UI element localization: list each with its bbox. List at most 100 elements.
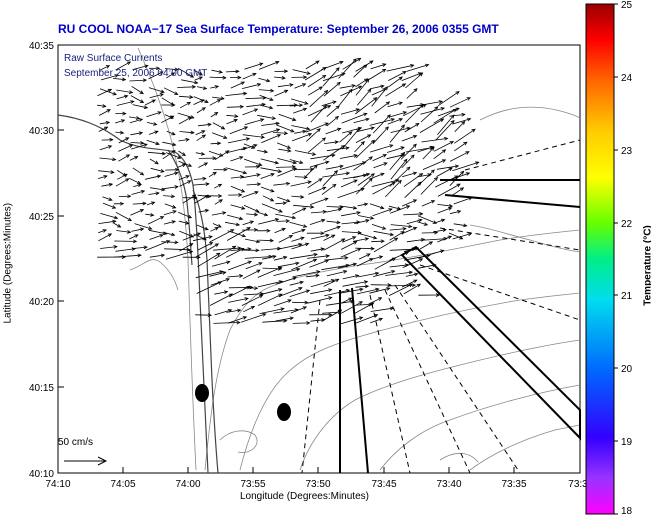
current-vector: [178, 139, 189, 142]
current-vector-head: [427, 173, 432, 177]
current-vector-head: [304, 101, 309, 105]
current-vector: [339, 85, 356, 89]
current-vector: [230, 176, 244, 179]
current-vector: [358, 215, 374, 219]
current-vector: [310, 104, 327, 123]
current-vector: [129, 118, 143, 124]
current-vector-head: [139, 99, 145, 103]
current-vector-head: [304, 242, 310, 247]
colorbar-tick-label: 21: [621, 291, 633, 302]
current-vector: [452, 118, 471, 125]
current-vector-head: [143, 143, 148, 147]
current-vector-head: [155, 66, 161, 71]
current-vector: [325, 128, 341, 135]
current-vector-head: [328, 296, 333, 300]
current-vector: [210, 85, 219, 89]
current-vector: [179, 243, 193, 252]
current-vector-head: [353, 154, 358, 158]
current-vector: [358, 253, 371, 260]
colorbar: [585, 3, 615, 515]
current-vector-head: [154, 130, 159, 135]
current-vector: [210, 112, 218, 118]
current-vector-head: [237, 75, 242, 80]
current-vector-head: [448, 167, 453, 172]
current-vector-head: [337, 127, 342, 132]
current-vector-head: [288, 235, 294, 239]
current-vector-head: [209, 242, 214, 246]
x-tick-label: 74:00: [175, 479, 200, 490]
current-vector-head: [355, 108, 361, 112]
current-vector: [163, 186, 178, 190]
current-vector: [323, 145, 345, 161]
current-vector: [116, 95, 128, 100]
current-vector: [244, 118, 264, 125]
current-vector: [306, 128, 321, 142]
current-vector: [275, 317, 294, 322]
current-vector: [342, 236, 356, 243]
current-vector: [113, 222, 121, 228]
current-vector: [179, 131, 194, 134]
current-vector-head: [244, 297, 249, 301]
current-vector: [289, 104, 303, 107]
current-vector: [277, 168, 297, 177]
current-vector-head: [218, 194, 223, 198]
current-vector: [355, 78, 368, 88]
current-vector: [128, 116, 140, 119]
current-vector-head: [459, 235, 464, 240]
current-vector-head: [316, 128, 321, 133]
current-vector-head: [291, 215, 297, 220]
current-vector-head: [217, 183, 223, 188]
current-vector: [289, 281, 304, 286]
current-vector-head: [296, 267, 301, 272]
current-vector-head: [280, 307, 285, 312]
current-vector: [243, 293, 264, 296]
current-vector-head: [289, 316, 295, 321]
colorbar-tick-label: 22: [621, 219, 633, 230]
current-vector: [385, 83, 406, 97]
current-vector-head: [442, 228, 447, 233]
current-vector-head: [324, 197, 329, 202]
current-vector-head: [356, 211, 361, 215]
current-vector: [116, 100, 134, 106]
current-vector-head: [391, 257, 397, 262]
current-vector-head: [352, 236, 357, 240]
current-vector: [259, 308, 284, 314]
current-vector-head: [243, 91, 248, 96]
current-vector: [437, 114, 455, 135]
current-vector: [388, 205, 401, 210]
current-vector: [115, 248, 136, 252]
current-vector: [403, 213, 423, 216]
current-vector: [401, 199, 417, 207]
current-vector-head: [207, 313, 213, 318]
current-vector: [293, 108, 307, 114]
current-vector: [309, 219, 325, 225]
current-vector-head: [160, 89, 165, 94]
current-vector: [405, 72, 423, 89]
current-vector: [278, 148, 291, 152]
current-vector-head: [201, 107, 206, 111]
current-vector-head: [159, 71, 164, 75]
current-vector: [149, 254, 165, 258]
current-vector-head: [365, 219, 370, 223]
current-vector: [322, 172, 350, 178]
y-axis-label: Latitude (Degrees:Minutes): [2, 202, 14, 324]
current-vector: [245, 97, 266, 100]
current-vector-head: [345, 146, 350, 150]
current-vector: [212, 223, 222, 228]
current-vector-head: [418, 218, 423, 223]
x-tick-label: 74:05: [110, 479, 135, 490]
current-vector: [321, 101, 337, 107]
current-vector-head: [419, 103, 424, 108]
current-vector: [164, 172, 178, 177]
current-vector-head: [461, 112, 466, 117]
current-vector: [353, 118, 370, 124]
current-vector: [323, 226, 341, 233]
current-vector-head: [362, 161, 367, 165]
current-vector-head: [189, 73, 195, 78]
current-vector: [161, 241, 178, 243]
current-vector: [259, 104, 273, 109]
current-vector: [144, 99, 156, 106]
current-vector: [261, 134, 281, 144]
current-vector: [401, 154, 415, 169]
current-vector-head: [263, 149, 269, 154]
